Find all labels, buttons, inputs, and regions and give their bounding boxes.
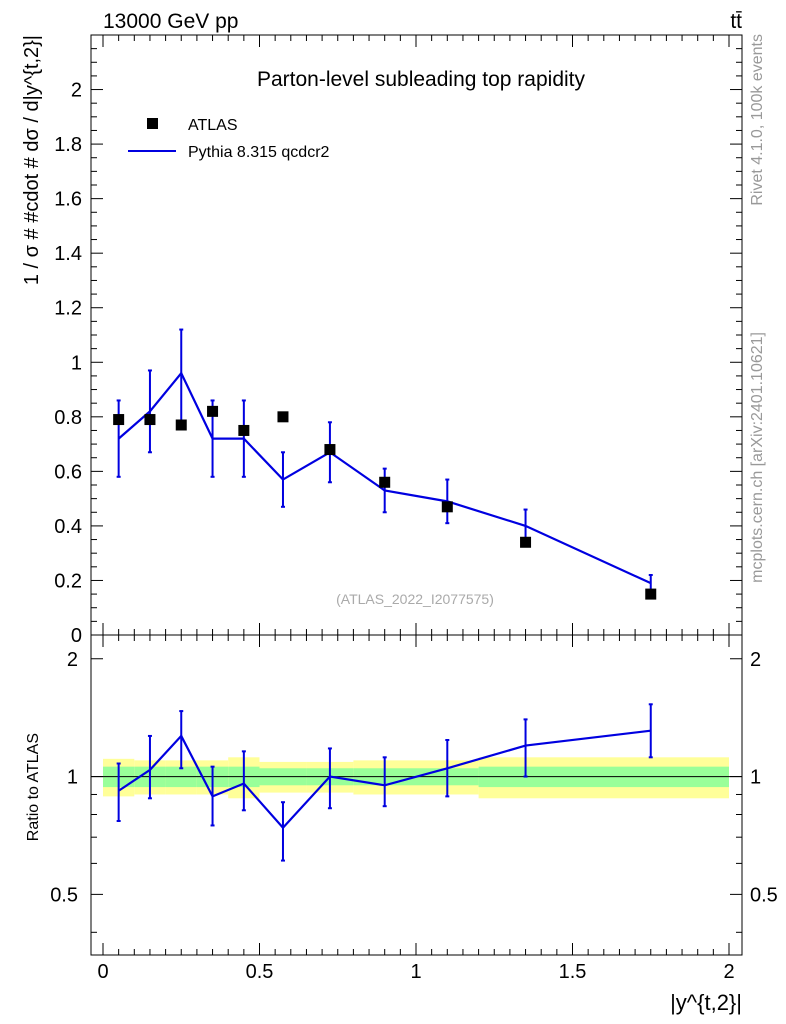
ratio-tick-label-right: 1 [750,767,761,789]
data-point [520,536,532,548]
y-tick-label: 0.8 [54,407,82,429]
x-axis-label: |y^{t,2}| [670,990,742,1015]
y-tick-label: 1 [71,352,82,374]
y-tick-label: 0.4 [54,516,82,538]
header-energy-label: 13000 GeV pp [103,10,238,33]
y-tick-label: 1.8 [54,134,82,156]
y-tick-label: 2 [71,80,82,102]
mcplots-label: mcplots.cern.ch [arXiv:2401.10621] [749,332,766,583]
chart-title: Parton-level subleading top rapidity [257,68,586,91]
y-axis-label: 1 / σ # #cdot # dσ / d|y^{t,2}| [21,35,43,285]
x-tick-label: 1.5 [559,961,587,983]
data-point [207,405,219,417]
analysis-watermark: (ATLAS_2022_I2077575) [336,591,494,607]
data-point [441,501,453,513]
data-point [277,411,289,423]
ratio-tick-label-right: 2 [750,649,761,671]
data-point [379,476,391,488]
x-tick-label: 2 [723,961,734,983]
data-point [324,444,336,456]
rivet-version-label: Rivet 4.1.0, 100k events [749,34,766,206]
y-tick-label: 0.2 [54,570,82,592]
x-tick-label: 0 [97,961,108,983]
legend: ATLAS Pythia 8.315 qcdcr2 [128,117,330,161]
legend-label-atlas: ATLAS [188,117,238,134]
data-point [144,414,156,426]
data-point [175,419,187,431]
y-tick-label: 0.6 [54,461,82,483]
header-process-label: tt̄ [730,10,742,33]
x-tick-label: 0.5 [246,961,274,983]
y-tick-label: 1.4 [54,243,82,265]
y-tick-label: 1.6 [54,189,82,211]
ratio-tick-label-left: 1 [67,767,78,789]
ratio-tick-label-left: 0.5 [50,884,78,906]
data-point [238,424,250,436]
x-tick-label: 1 [410,961,421,983]
ratio-tick-label-left: 2 [67,649,78,671]
data-point [113,414,125,426]
legend-label-pythia: Pythia 8.315 qcdcr2 [188,144,330,161]
legend-marker-atlas [147,118,158,129]
ratio-tick-label-right: 0.5 [750,884,778,906]
y-tick-label: 1.2 [54,298,82,320]
y-tick-label: 0 [71,625,82,647]
ratio-y-axis-label: Ratio to ATLAS [25,733,42,841]
data-point [645,588,657,600]
